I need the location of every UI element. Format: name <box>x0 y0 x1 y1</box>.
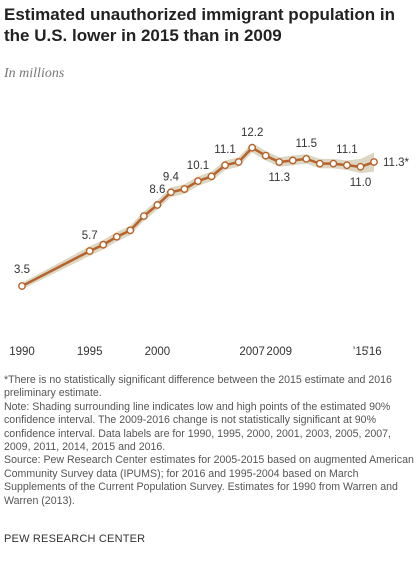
x-tick-label: 1995 <box>77 346 103 358</box>
point <box>167 188 175 197</box>
point <box>18 282 26 290</box>
data-label: 11.3* <box>383 157 410 169</box>
point <box>139 212 148 220</box>
x-tick-label: ’15 <box>353 346 368 358</box>
point <box>343 161 351 170</box>
notes: *There is no statistically significant d… <box>4 374 416 508</box>
note: Note: Shading surrounding line indicates… <box>4 400 391 454</box>
data-label: 11.0 <box>350 177 372 189</box>
x-tick-label: 2007 <box>239 346 265 358</box>
data-label: 11.1 <box>214 144 236 156</box>
point <box>248 143 257 152</box>
data-label: 11.3 <box>268 172 290 184</box>
point <box>261 151 270 160</box>
point <box>221 161 229 170</box>
point <box>275 158 284 166</box>
footnote: *There is no statistically significant d… <box>4 374 392 400</box>
data-label: 12.2 <box>241 127 263 139</box>
data-label: 8.6 <box>149 184 165 196</box>
point <box>315 159 324 168</box>
source: Source: Pew Research Center estimates fo… <box>4 454 414 507</box>
point <box>126 226 135 235</box>
x-tick-label: 2009 <box>266 346 292 358</box>
point <box>329 159 338 168</box>
x-tick-label: ’16 <box>366 346 381 358</box>
point <box>234 158 243 166</box>
data-label: 3.5 <box>14 264 30 276</box>
point <box>370 158 378 166</box>
point <box>207 172 216 181</box>
data-label: 5.7 <box>82 230 98 242</box>
chart: 1990 1995 2000 2007 2009 ’15’16 3.5 5.7 8.69.4 10… <box>9 127 410 358</box>
chart-subtitle: In millions <box>4 66 65 81</box>
point <box>194 177 202 186</box>
point <box>302 154 311 163</box>
credit: PEW RESEARCH CENTER <box>4 533 146 545</box>
point <box>112 232 121 241</box>
point <box>99 240 108 249</box>
data-label: 10.1 <box>187 160 209 172</box>
x-tick-label: 2000 <box>145 346 171 358</box>
point <box>288 156 297 165</box>
chart-title: Estimated unauthorized immigrant populat… <box>4 5 396 45</box>
data-label: 11.1 <box>336 144 358 156</box>
point <box>85 247 94 255</box>
point <box>356 162 365 171</box>
x-tick-label: 1990 <box>9 346 35 358</box>
data-label: 9.4 <box>163 171 180 183</box>
data-label: 11.5 <box>296 138 318 150</box>
point <box>180 185 189 193</box>
point <box>153 201 162 209</box>
